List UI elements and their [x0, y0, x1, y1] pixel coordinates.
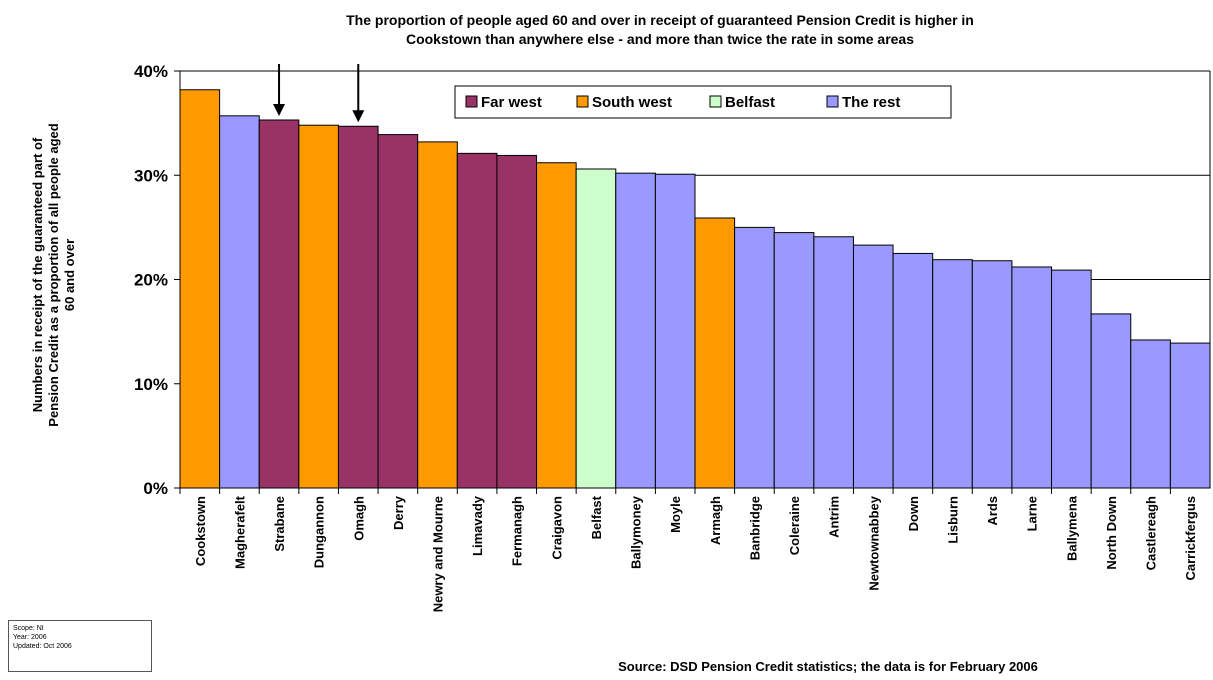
- bar-moyle: [654, 173, 696, 489]
- bar-fermanagh: [496, 154, 538, 489]
- bar-craigavon: [536, 162, 577, 489]
- legend-label: Far west: [481, 94, 542, 111]
- legend-box: [454, 85, 952, 119]
- x-tick-label: North Down: [1104, 496, 1119, 570]
- x-tick-label: Antrim: [827, 496, 842, 538]
- legend-swatch: [465, 95, 478, 108]
- arrows: [273, 64, 365, 123]
- bar-banbridge: [734, 226, 775, 489]
- y-axis-label-line-2: Pension Credit as a proportion of all pe…: [46, 123, 61, 426]
- y-axis-label: Numbers in receipt of the guaranteed par…: [30, 123, 77, 426]
- bar-belfast: [575, 168, 617, 489]
- x-tick-label: Down: [906, 496, 921, 531]
- x-tick-label: Craigavon: [549, 496, 564, 560]
- bar-dungannon: [298, 124, 339, 489]
- bar-north-down: [1090, 313, 1132, 489]
- x-tick-label: Dungannon: [312, 496, 327, 568]
- bar-derry: [377, 134, 419, 489]
- metadata-updated: Updated: Oct 2006: [13, 643, 72, 650]
- x-tick-label: Ards: [985, 496, 1000, 526]
- x-tick-label: Larne: [1025, 496, 1040, 531]
- x-tick-label: Newry and Mourne: [431, 496, 446, 612]
- bars: [179, 89, 1211, 489]
- bar-magherafelt: [219, 115, 260, 489]
- x-tick-label: Lisburn: [946, 496, 961, 544]
- y-tick-label: 30%: [134, 166, 168, 185]
- x-tick-label: Omagh: [351, 496, 366, 541]
- y-tick-label: 20%: [134, 271, 168, 290]
- bar-ballymena: [1051, 269, 1092, 489]
- y-axis-label-line-1: Numbers in receipt of the guaranteed par…: [30, 137, 45, 412]
- x-tick-label: Cookstown: [193, 496, 208, 566]
- x-tick-label: Armagh: [708, 496, 723, 545]
- x-tick-label: Belfast: [589, 495, 604, 539]
- legend-label: South west: [592, 94, 672, 111]
- x-tick-label: Carrickfergus: [1183, 496, 1198, 581]
- chart-title-line-1: The proportion of people aged 60 and ove…: [346, 12, 974, 28]
- bar-strabane: [258, 119, 300, 489]
- category-labels: Cookstown Magherafelt Strabane Dungannon Oma…: [193, 495, 1198, 612]
- bar-lisburn: [932, 259, 973, 489]
- x-tick-label: Fermanagh: [510, 496, 525, 566]
- bar-armagh: [694, 217, 736, 489]
- metadata-year: Year: 2006: [13, 634, 47, 641]
- bar-coleraine: [773, 232, 815, 489]
- bar-omagh: [337, 125, 379, 489]
- arrow-head: [352, 110, 365, 123]
- x-tick-label: Coleraine: [787, 496, 802, 555]
- legend-swatch: [709, 95, 722, 108]
- metadata-box: Scope: NI Year: 2006 Updated: Oct 2006: [8, 620, 152, 672]
- bar-antrim: [813, 236, 854, 489]
- y-tick-labels: 0% 10% 20% 30% 40%: [134, 62, 168, 498]
- x-tick-label: Castlereagh: [1144, 496, 1159, 570]
- x-tick-label: Ballymoney: [629, 495, 644, 569]
- y-axis-label-line-3: 60 and over: [62, 239, 77, 311]
- x-tick-label: Ballymena: [1064, 495, 1079, 561]
- bar-limavady: [456, 152, 498, 489]
- x-tick-label: Newtownabbey: [866, 495, 881, 590]
- legend-swatch: [826, 95, 839, 108]
- x-tick-label: Banbridge: [747, 496, 762, 560]
- chart-title-line-2: Cookstown than anywhere else - and more …: [406, 31, 914, 47]
- source-note: Source: DSD Pension Credit statistics; t…: [618, 659, 1038, 674]
- bar-cookstown: [179, 89, 221, 489]
- bar-carrickfergus: [1169, 342, 1211, 489]
- y-tick-label: 40%: [134, 62, 168, 81]
- y-tick-label: 0%: [143, 479, 168, 498]
- legend-swatch: [576, 95, 589, 108]
- legend: Far west South west Belfast The rest: [454, 85, 952, 119]
- bar-newtownabbey: [852, 244, 894, 489]
- x-tick-label: Limavady: [470, 495, 485, 556]
- bar-ballymoney: [615, 172, 656, 489]
- x-tick-label: Derry: [391, 495, 406, 530]
- bar-down: [892, 252, 934, 489]
- bar-ards: [971, 260, 1013, 489]
- bar-castlereagh: [1130, 339, 1171, 489]
- bar-larne: [1011, 266, 1053, 489]
- metadata-scope: Scope: NI: [13, 625, 44, 632]
- legend-label: Belfast: [725, 94, 775, 111]
- legend-label: The rest: [842, 94, 900, 111]
- bar-newry-and-mourne: [417, 141, 458, 489]
- x-tick-label: Strabane: [272, 496, 287, 552]
- y-tick-label: 10%: [134, 375, 168, 394]
- x-tick-label: Magherafelt: [232, 495, 247, 569]
- arrow-head: [273, 103, 286, 116]
- x-tick-label: Moyle: [668, 496, 683, 533]
